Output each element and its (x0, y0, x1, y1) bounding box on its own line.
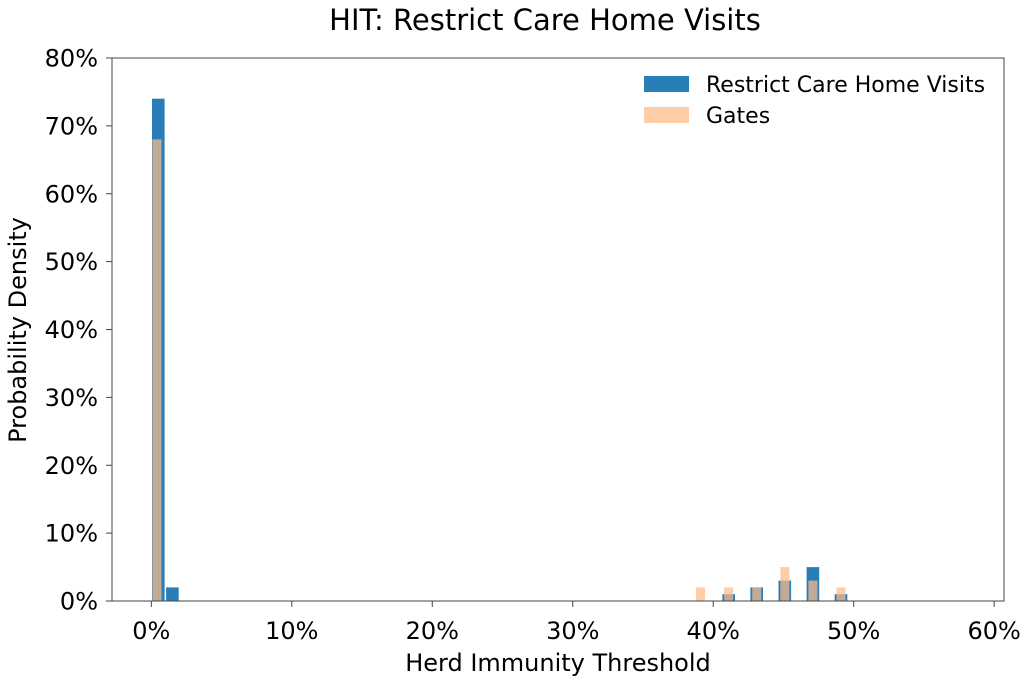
legend-label: Gates (706, 104, 770, 129)
y-tick-label: 60% (45, 180, 98, 208)
x-tick-label: 10% (265, 617, 318, 645)
y-tick-label: 10% (45, 520, 98, 548)
plot-frame (111, 57, 1005, 602)
x-tick-label: 30% (546, 617, 599, 645)
y-tick-label: 50% (45, 248, 98, 276)
x-tick-label: 40% (687, 617, 740, 645)
y-axis-label: Probability Density (4, 217, 32, 443)
bar-series-1-3 (752, 587, 762, 601)
bars-layer (152, 98, 848, 601)
x-axis: 0% 10% 20% 30% 40% 50% 60% (132, 601, 1021, 645)
bar-series-1-2 (724, 587, 734, 601)
y-tick-label: 0% (60, 588, 98, 616)
bar-series-1-0 (152, 139, 162, 601)
bar-series-0-1 (166, 587, 179, 601)
y-tick-label: 40% (45, 316, 98, 344)
y-tick-label: 30% (45, 384, 98, 412)
x-axis-label: Herd Immunity Threshold (405, 649, 711, 677)
bar-series-1-6 (836, 587, 846, 601)
y-axis: 0% 10% 20% 30% 40% 50% 60% 70% 80% (45, 45, 112, 616)
legend: Restrict Care Home Visits Gates (644, 73, 985, 129)
legend-swatch (644, 76, 689, 92)
y-tick-label: 20% (45, 452, 98, 480)
x-tick-label: 50% (827, 617, 880, 645)
x-tick-label: 0% (132, 617, 170, 645)
legend-swatch (644, 107, 689, 123)
y-tick-label: 80% (45, 45, 98, 73)
bar-series-1-4 (780, 567, 790, 601)
x-tick-label: 20% (406, 617, 459, 645)
bar-series-1-1 (696, 587, 706, 601)
bar-series-1-5 (808, 580, 818, 601)
chart-title: HIT: Restrict Care Home Visits (329, 3, 761, 37)
y-tick-label: 70% (45, 112, 98, 140)
x-tick-label: 60% (967, 617, 1020, 645)
legend-label: Restrict Care Home Visits (706, 73, 985, 98)
